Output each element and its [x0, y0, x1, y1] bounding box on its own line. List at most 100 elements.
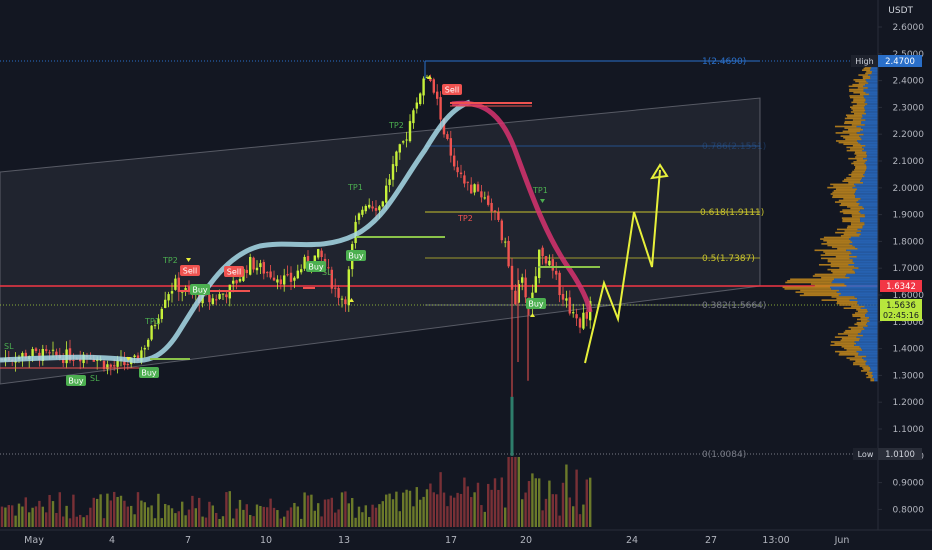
volume-bar-100 [340, 492, 344, 527]
vp-bar-sell-116 [830, 193, 855, 195]
high-price-tag: High 2.4700 [851, 55, 922, 67]
candle-body-30 [102, 360, 106, 369]
vp-bar-sell-49 [837, 300, 858, 303]
tp2-label-3: TP2 [457, 214, 473, 223]
volume-bar-171 [582, 504, 585, 527]
vp-bar-buy-68 [854, 270, 878, 273]
candle-body-94 [320, 250, 323, 258]
buy-signal-1[interactable]: Buy [66, 375, 86, 386]
candle-body-40 [136, 355, 140, 361]
sell-signal-2[interactable]: Sell [180, 265, 200, 276]
vp-bar-buy-34 [867, 325, 878, 327]
vp-bar-sell-189 [862, 75, 871, 78]
vp-bar-sell-66 [814, 273, 847, 276]
vp-bar-sell-194 [863, 67, 871, 70]
buy-signal-6[interactable]: Buy [526, 298, 546, 309]
vp-bar-buy-80 [850, 251, 878, 253]
vp-bar-sell-93 [844, 230, 862, 232]
buy-signal-2[interactable]: Buy [139, 367, 159, 378]
candle-body-153 [521, 277, 524, 283]
vp-bar-buy-102 [864, 215, 878, 218]
volume-bar-159 [541, 510, 544, 527]
vp-bar-sell-185 [858, 82, 869, 84]
vp-bar-buy-73 [854, 262, 878, 264]
time-axis-panel[interactable] [0, 530, 878, 550]
volume-bar-89 [303, 492, 306, 527]
vp-bar-buy-63 [834, 278, 878, 281]
buy-label-4: Buy [308, 263, 324, 272]
volume-bar-150 [510, 457, 514, 527]
volume-bar-131 [446, 506, 449, 527]
candle-body-128 [436, 91, 439, 99]
vp-bar-sell-169 [851, 108, 865, 110]
vp-bar-sell-141 [854, 153, 867, 155]
vp-bar-buy-76 [849, 257, 878, 260]
candle-body-48 [164, 299, 167, 308]
vp-bar-sell-20 [844, 347, 862, 350]
vp-bar-sell-187 [853, 79, 866, 81]
vp-bar-buy-131 [866, 169, 878, 171]
vp-bar-sell-55 [795, 291, 837, 293]
vp-bar-buy-114 [855, 196, 878, 199]
vp-bar-buy-66 [846, 273, 878, 276]
candle-body-99 [337, 288, 340, 298]
vp-bar-buy-87 [850, 239, 878, 242]
volume-bar-172 [585, 479, 588, 527]
vp-bar-sell-39 [860, 317, 870, 319]
buy-signal-5[interactable]: Buy [346, 250, 366, 261]
vp-bar-buy-147 [860, 143, 878, 145]
vp-bar-sell-92 [835, 231, 857, 234]
buy-signal-4[interactable]: Buy [306, 261, 326, 272]
volume-bar-90 [306, 495, 310, 527]
vp-bar-sell-53 [799, 294, 839, 297]
volume-bar-149 [507, 457, 510, 527]
vp-bar-buy-160 [861, 122, 878, 125]
countdown-label: 02:45:16 [883, 311, 919, 320]
vp-bar-sell-58 [782, 286, 831, 289]
volume-bar-0 [0, 506, 4, 527]
vp-bar-buy-37 [869, 320, 878, 322]
volume-bar-73 [249, 514, 252, 527]
candle-body-47 [160, 308, 163, 319]
vp-bar-buy-125 [861, 178, 878, 181]
volume-bar-33 [113, 491, 116, 527]
volume-bar-46 [157, 493, 160, 527]
vp-bar-sell-57 [784, 288, 832, 290]
volume-bar-105 [357, 506, 361, 527]
candle-body-147 [500, 220, 503, 241]
volume-bar-74 [252, 516, 255, 527]
vp-bar-sell-88 [820, 238, 850, 240]
volume-bar-157 [534, 478, 537, 527]
volume-bar-140 [476, 482, 480, 527]
volume-bar-97 [330, 497, 333, 527]
vp-bar-buy-71 [854, 265, 878, 268]
vp-bar-buy-97 [864, 223, 878, 226]
volume-bar-87 [296, 506, 299, 527]
vp-bar-buy-187 [865, 79, 878, 81]
vp-bar-buy-175 [865, 98, 878, 100]
candle-body-144 [490, 202, 493, 212]
price-tick-3: 2.3000 [893, 103, 925, 113]
sell-signal-3[interactable]: Sell [224, 266, 244, 277]
vp-bar-buy-103 [864, 214, 878, 216]
candle-body-53 [181, 291, 184, 293]
projection-path [584, 169, 661, 364]
sell-signal[interactable]: Sell [442, 84, 462, 95]
vp-bar-sell-71 [830, 265, 855, 268]
vp-bar-sell-147 [843, 143, 861, 145]
vp-bar-buy-29 [857, 333, 878, 335]
signal-triangle-5 [530, 313, 535, 317]
vp-bar-buy-113 [860, 198, 878, 200]
vp-bar-buy-3 [873, 374, 878, 377]
candle-body-123 [419, 93, 422, 105]
volume-bar-144 [490, 489, 493, 527]
volume-bar-78 [266, 507, 269, 527]
candle-body-158 [538, 249, 541, 278]
candle-body-110 [374, 208, 378, 211]
candle-body-129 [439, 97, 442, 120]
buy-signal-3[interactable]: Buy [190, 284, 210, 295]
price-axis-panel[interactable] [878, 0, 932, 530]
vp-bar-buy-53 [838, 294, 878, 297]
vp-bar-buy-57 [831, 288, 878, 290]
